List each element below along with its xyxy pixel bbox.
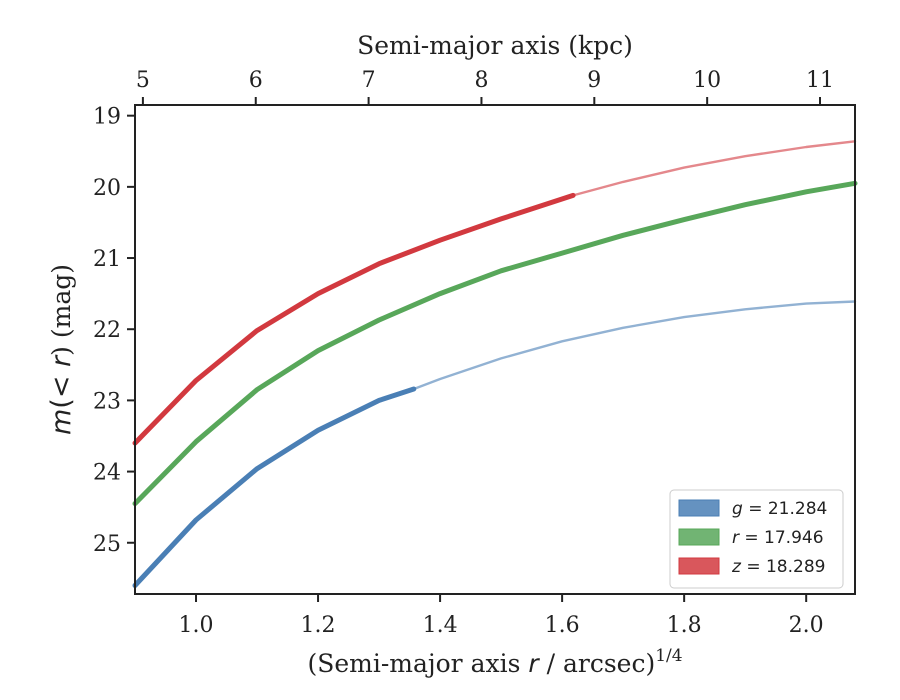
x2-tick-label: 5: [136, 68, 150, 93]
x2-tick-label: 10: [693, 68, 721, 93]
x2-tick-label: 9: [587, 68, 601, 93]
series-r-line: [132, 180, 858, 507]
x2-tick-label: 7: [362, 68, 376, 93]
data-curves: [132, 140, 858, 588]
x-tick-label: 1.8: [667, 613, 702, 638]
x-tick-label: 1.2: [301, 613, 336, 638]
axes: 1.0 1.2 1.4 1.6 1.8 2.0 19 20 21 22 23 24 25 5 6 7 8 9 10 1…: [46, 31, 856, 678]
y-tick-label: 20: [93, 176, 121, 201]
series-g-extrapolated-line: [412, 300, 857, 391]
legend-swatch-g: [678, 499, 720, 517]
y-tick-label: 23: [93, 389, 121, 414]
legend: g = 21.284 r = 17.946 z = 18.289: [669, 489, 844, 589]
legend-label-z: z = 18.289: [731, 557, 825, 577]
plot-frame: [134, 104, 856, 595]
series-g-line: [132, 386, 417, 588]
legend-label-r: r = 17.946: [732, 528, 824, 548]
legend-swatch-z: [678, 557, 720, 575]
series-z-line: [132, 192, 576, 446]
y-tick-label: 25: [93, 532, 121, 557]
x2-axis-label: Semi-major axis (kpc): [357, 31, 633, 60]
x-tick-label: 2.0: [789, 613, 824, 638]
y-tick-label: 22: [93, 318, 121, 343]
x-axis-label: (Semi-major axis r / arcsec)1/4: [307, 646, 682, 678]
x2-tick-label: 11: [806, 68, 834, 93]
y-tick-label: 24: [93, 461, 121, 486]
series-z-extrapolated-line: [571, 140, 857, 197]
x2-tick-label: 6: [249, 68, 263, 93]
y-axis-label: m(< r) (mag): [46, 264, 77, 435]
y-tick-label: 19: [93, 105, 121, 130]
legend-label-g: g = 21.284: [732, 499, 827, 519]
x-tick-label: 1.4: [423, 613, 458, 638]
y-tick-label: 21: [93, 247, 121, 272]
x-tick-label: 1.0: [179, 613, 214, 638]
x2-tick-label: 8: [474, 68, 488, 93]
legend-swatch-r: [678, 528, 720, 546]
x-tick-label: 1.6: [545, 613, 580, 638]
